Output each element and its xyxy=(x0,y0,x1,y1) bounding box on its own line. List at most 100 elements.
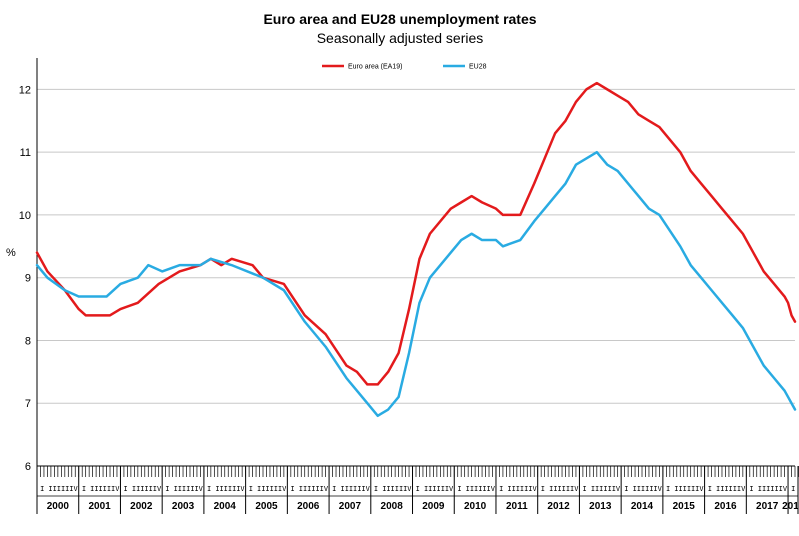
x-quarter-label: IV xyxy=(779,485,788,493)
x-year-label: 2009 xyxy=(422,501,445,512)
x-quarter-label: IV xyxy=(278,485,287,493)
x-quarter-label: II xyxy=(299,485,307,493)
x-quarter-label: III xyxy=(474,485,487,493)
legend-label: EU28 xyxy=(469,64,487,71)
x-quarter-label: III xyxy=(766,485,779,493)
x-quarter-label: II xyxy=(466,485,474,493)
x-quarter-label: IV xyxy=(69,485,78,493)
y-tick-label: 10 xyxy=(19,210,31,222)
x-quarter-label: III xyxy=(432,485,445,493)
x-quarter-label: IV xyxy=(111,485,120,493)
x-quarter-label: III xyxy=(307,485,320,493)
y-axis-label: % xyxy=(6,247,16,259)
x-quarter-label: III xyxy=(349,485,362,493)
x-quarter-label: III xyxy=(516,485,529,493)
x-quarter-label: IV xyxy=(487,485,496,493)
x-quarter-label: II xyxy=(758,485,766,493)
series-line-eu28 xyxy=(35,150,797,418)
y-tick-label: 9 xyxy=(25,273,31,285)
x-quarter-label: I xyxy=(374,485,378,493)
x-quarter-label: III xyxy=(683,485,696,493)
x-quarter-label: IV xyxy=(194,485,203,493)
x-quarter-label: I xyxy=(624,485,628,493)
x-year-label: 2006 xyxy=(297,501,320,512)
x-year-label: 2010 xyxy=(464,501,487,512)
x-quarter-label: I xyxy=(499,485,503,493)
x-quarter-label: III xyxy=(557,485,570,493)
x-quarter-label: I xyxy=(332,485,336,493)
x-year-label: 2005 xyxy=(255,501,278,512)
x-year-label: 2015 xyxy=(673,501,696,512)
x-quarter-label: III xyxy=(391,485,404,493)
x-quarter-label: I xyxy=(791,485,795,493)
y-tick-label: 12 xyxy=(19,84,31,96)
x-year-label: 2013 xyxy=(589,501,612,512)
legend: Euro area (EA19) EU28 xyxy=(322,64,487,71)
x-quarter-label: III xyxy=(224,485,237,493)
x-year-label: 2012 xyxy=(547,501,570,512)
x-quarter-label: II xyxy=(215,485,223,493)
chart-subtitle: Seasonally adjusted series xyxy=(317,30,484,46)
x-year-label: 2000 xyxy=(47,501,70,512)
x-quarter-label: I xyxy=(583,485,587,493)
x-year-label: 2004 xyxy=(214,501,237,512)
x-quarter-label: III xyxy=(724,485,737,493)
x-quarter-label: II xyxy=(674,485,682,493)
x-quarter-label: IV xyxy=(153,485,162,493)
x-quarter-label: I xyxy=(165,485,169,493)
y-tick-label: 11 xyxy=(20,147,31,159)
x-quarter-label: II xyxy=(507,485,515,493)
x-quarter-label: I xyxy=(82,485,86,493)
x-quarter-label: IV xyxy=(361,485,370,493)
x-quarter-label: IV xyxy=(737,485,746,493)
x-quarter-label: I xyxy=(457,485,461,493)
x-year-label: 2017 xyxy=(756,501,779,512)
x-quarter-label: I xyxy=(666,485,670,493)
x-quarter-label: III xyxy=(182,485,195,493)
x-quarter-label: III xyxy=(265,485,278,493)
x-quarter-label: I xyxy=(416,485,420,493)
x-quarter-label: III xyxy=(57,485,70,493)
x-quarter-label: II xyxy=(591,485,599,493)
x-quarter-label: II xyxy=(90,485,98,493)
x-year-label: 2003 xyxy=(172,501,195,512)
x-quarter-label: II xyxy=(716,485,724,493)
x-quarter-label: I xyxy=(749,485,753,493)
x-quarter-label: IV xyxy=(695,485,704,493)
x-quarter-label: IV xyxy=(403,485,412,493)
x-year-label: 2011 xyxy=(506,501,528,512)
y-tick-label: 6 xyxy=(25,461,31,473)
grid xyxy=(36,58,795,467)
x-quarter-label: I xyxy=(207,485,211,493)
x-year-label: 2014 xyxy=(631,501,654,512)
x-year-label: 2007 xyxy=(339,501,362,512)
x-quarter-label: III xyxy=(599,485,612,493)
x-quarter-label: I xyxy=(708,485,712,493)
x-year-label: 2008 xyxy=(381,501,404,512)
x-year-label: 2018 xyxy=(782,501,799,512)
x-quarter-label: IV xyxy=(612,485,621,493)
y-tick-label: 8 xyxy=(25,335,31,347)
x-year-label: 2002 xyxy=(130,501,153,512)
x-quarter-label: IV xyxy=(653,485,662,493)
legend-label: Euro area (EA19) xyxy=(348,64,402,71)
x-quarter-label: IV xyxy=(528,485,537,493)
x-quarter-label: III xyxy=(140,485,153,493)
x-quarter-label: II xyxy=(257,485,265,493)
x-quarter-label: II xyxy=(341,485,349,493)
x-quarter-label: I xyxy=(124,485,128,493)
x-quarter-label: III xyxy=(641,485,654,493)
x-quarter-label: III xyxy=(98,485,111,493)
x-quarter-label: IV xyxy=(445,485,454,493)
chart-title: Euro area and EU28 unemployment rates xyxy=(263,11,536,27)
series-line-euro-area xyxy=(35,81,797,386)
x-quarter-label: IV xyxy=(320,485,329,493)
x-quarter-label: IV xyxy=(570,485,579,493)
y-axis-ticks: 6 7 8 9 10 11 12 xyxy=(19,84,31,473)
x-year-label: 2016 xyxy=(714,501,737,512)
x-quarter-label: IV xyxy=(236,485,245,493)
x-quarter-label: II xyxy=(132,485,140,493)
